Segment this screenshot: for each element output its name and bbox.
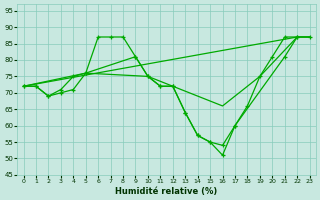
X-axis label: Humidité relative (%): Humidité relative (%) xyxy=(116,187,218,196)
